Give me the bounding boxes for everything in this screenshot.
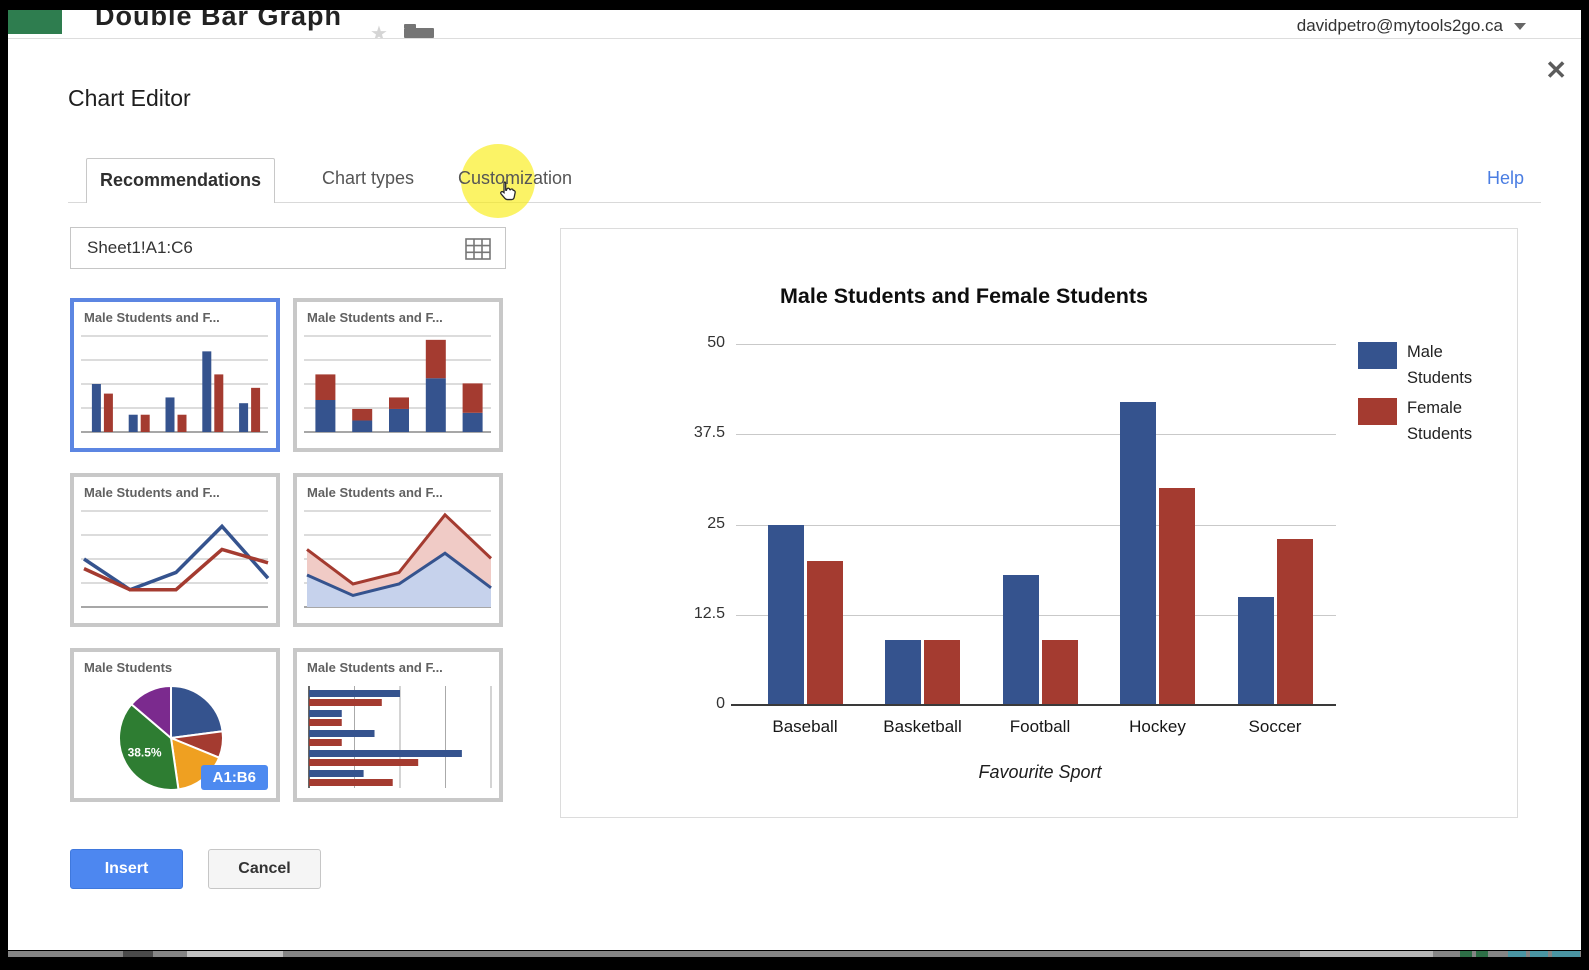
tab-customization[interactable]: Customization <box>458 168 573 188</box>
cancel-button[interactable]: Cancel <box>208 849 321 889</box>
chart-title: Male Students and Female Students <box>780 284 1148 308</box>
y-tick-label: 0 <box>716 695 725 712</box>
grid-select-icon[interactable] <box>465 238 491 260</box>
svg-text:38.5%: 38.5% <box>128 746 162 760</box>
bar-female-baseball <box>806 560 843 705</box>
y-tick-label: 50 <box>707 334 725 351</box>
help-link[interactable]: Help <box>1486 168 1524 188</box>
legend-label: Male Students <box>1407 343 1473 387</box>
explore-fragment <box>1552 951 1580 957</box>
sheet-top-bar: Double Bar Graph ★ davidpetro@mytools2go… <box>8 10 1581 38</box>
star-icon[interactable]: ★ <box>370 23 388 38</box>
bar-male-basketball <box>885 640 921 705</box>
tab-divider <box>68 202 1541 203</box>
bar-female-soccer <box>1276 538 1313 705</box>
bar-male-baseball <box>767 524 804 705</box>
y-tick-label: 37.5 <box>693 424 725 442</box>
x-axis-title: Favourite Sport <box>978 762 1102 782</box>
document-title: Double Bar Graph <box>95 10 343 31</box>
range-badge: A1:B6 <box>200 765 268 790</box>
folder-icon[interactable] <box>404 24 434 38</box>
insert-button[interactable]: Insert <box>70 849 183 889</box>
close-icon[interactable]: ✕ <box>1545 55 1567 85</box>
tab-recommendations[interactable]: Recommendations <box>86 158 275 203</box>
chart-editor-dialog: ✕ Chart Editor Recommendations Chart typ… <box>8 38 1581 950</box>
sheet-tab-fragment <box>1476 951 1488 957</box>
gridline <box>736 524 1336 526</box>
account-caret-icon[interactable] <box>1514 23 1526 30</box>
scrollbar-segment <box>123 951 153 957</box>
legend-label: Female Students <box>1407 399 1473 443</box>
horizontal-scrollbar <box>8 951 1581 957</box>
legend-swatch-male <box>1358 342 1397 369</box>
highlight-circle <box>461 144 535 218</box>
bar-male-football <box>1002 575 1039 705</box>
dialog-title: Chart Editor <box>68 85 191 111</box>
scrollbar-thumb[interactable] <box>187 951 283 957</box>
gridline <box>736 344 1336 345</box>
bar-female-hockey <box>1159 488 1195 705</box>
sheets-logo-icon <box>8 10 62 34</box>
tab-chart-types[interactable]: Chart types <box>322 168 415 188</box>
thumbnail-horizontal-bar[interactable]: Male Students and F... <box>293 648 503 802</box>
bar-male-hockey <box>1120 401 1156 705</box>
y-tick-label: 25 <box>707 514 725 532</box>
data-range-box <box>70 227 506 269</box>
x-category-label: Hockey <box>1129 717 1186 736</box>
bar-female-football <box>1041 640 1078 705</box>
x-category-label: Baseball <box>772 717 838 736</box>
bar-male-soccer <box>1237 596 1274 705</box>
account-email[interactable]: davidpetro@mytools2go.ca <box>1296 16 1503 35</box>
chart-preview-panel: Male Students and Female Students 0 12.5 2… <box>560 228 1518 818</box>
explore-fragment <box>1508 951 1526 957</box>
x-axis-line <box>731 704 1336 706</box>
x-category-label: Football <box>1009 717 1071 736</box>
data-range-input[interactable] <box>87 228 437 268</box>
cursor-hand-icon <box>500 181 516 201</box>
explore-fragment <box>1530 951 1548 957</box>
thumbnail-line[interactable]: Male Students and F... <box>70 473 280 627</box>
legend-swatch-female <box>1358 398 1397 425</box>
x-category-label: Soccer <box>1248 717 1302 736</box>
bar-female-basketball <box>924 640 960 705</box>
chart-preview-plot: 0 12.5 25 37.5 50 Baseball Basketball Football H… <box>561 229 1517 817</box>
scrollbar-segment-right <box>1300 951 1433 957</box>
thumbnail-pie[interactable]: Male Students 38.5% A1:B6 <box>70 648 280 802</box>
sheet-tab-fragment <box>1460 951 1472 957</box>
thumbnail-grouped-bar[interactable]: Male Students and F... <box>70 298 280 452</box>
x-category-label: Basketball <box>883 717 962 736</box>
thumbnail-stacked-area[interactable]: Male Students and F... <box>293 473 503 627</box>
y-tick-label: 12.5 <box>693 604 725 622</box>
thumbnail-stacked-bar[interactable]: Male Students and F... <box>293 298 503 452</box>
gridline <box>736 434 1336 436</box>
